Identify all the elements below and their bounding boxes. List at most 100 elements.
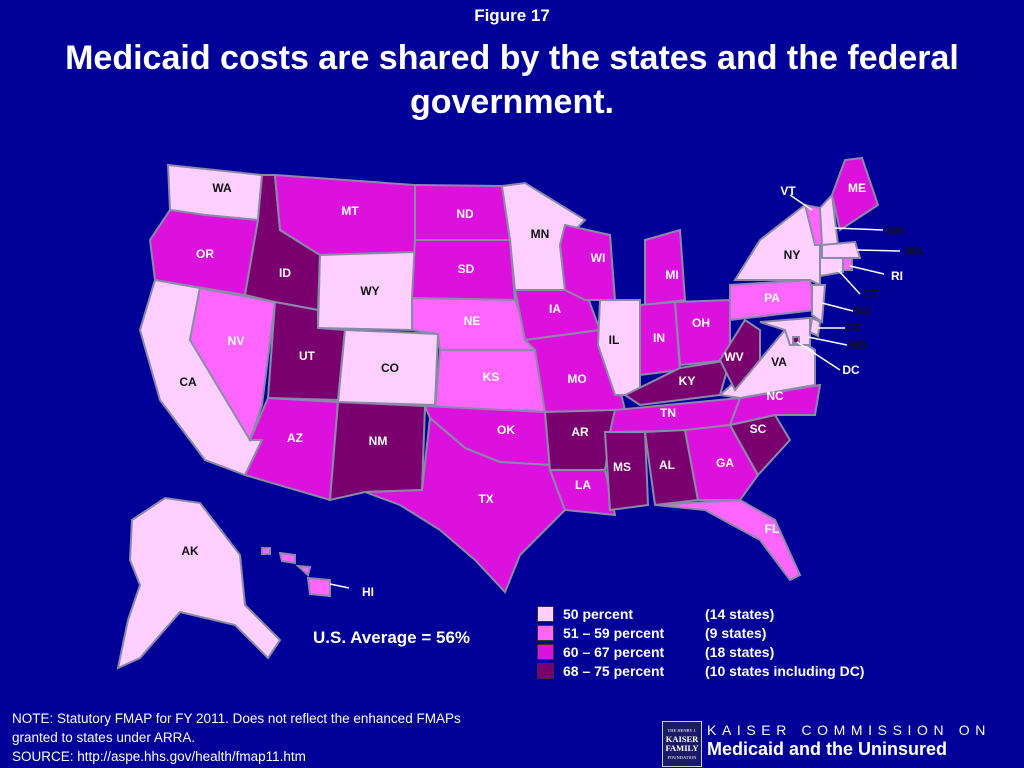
legend-swatch-68-75 — [537, 662, 554, 679]
label-wy: WY — [360, 284, 379, 298]
figure-label: Figure 17 — [474, 6, 550, 25]
state-ak — [116, 496, 282, 670]
label-nj: NJ — [854, 304, 869, 318]
label-ut: UT — [299, 349, 316, 363]
label-nc: NC — [766, 389, 784, 403]
legend-range: 68 – 75 percent — [563, 662, 665, 679]
label-wa: WA — [212, 181, 232, 195]
us-average: U.S. Average = 56% — [313, 628, 471, 647]
label-il: IL — [609, 333, 620, 347]
legend-item-51-59: 51 – 59 percent (9 states) — [537, 623, 864, 642]
label-ar: AR — [571, 425, 589, 439]
label-ct: CT — [863, 287, 880, 301]
note-line-1: NOTE: Statutory FMAP for FY 2011. Does n… — [12, 711, 461, 726]
label-hi: HI — [362, 585, 374, 599]
legend-count: (10 states including DC) — [705, 662, 865, 679]
kcmu-title-top: KAISER COMMISSION ON — [707, 722, 991, 738]
label-ia: IA — [549, 302, 561, 316]
leader-lines — [329, 194, 901, 589]
label-tx: TX — [478, 492, 493, 506]
label-tn: TN — [660, 406, 676, 420]
kff-logo: THE HENRY J. KAISER FAMILY FOUNDATION — [662, 721, 702, 767]
state-ar — [543, 408, 617, 471]
label-mo: MO — [567, 372, 586, 386]
label-ky: KY — [679, 374, 696, 388]
legend-range: 51 – 59 percent — [563, 624, 665, 641]
label-ks: KS — [483, 370, 500, 384]
state-oh — [673, 298, 731, 367]
page-title: Medicaid costs are shared by the states … — [65, 39, 959, 121]
state-tx — [364, 416, 567, 594]
label-dc: DC — [842, 363, 860, 377]
label-nh: NH — [886, 224, 903, 238]
state-me — [830, 156, 880, 232]
label-nd: ND — [456, 207, 474, 221]
state-ma — [821, 240, 862, 259]
state-wv — [718, 318, 761, 392]
label-la: LA — [575, 478, 591, 492]
state-ms — [603, 431, 650, 512]
state-nj — [811, 284, 827, 324]
label-ny: NY — [784, 248, 801, 262]
logo-line-2a: KAISER — [665, 734, 699, 744]
label-ne: NE — [464, 314, 481, 328]
legend-swatch-60-67 — [537, 643, 554, 660]
note-line-2: granted to states under ARRA. — [12, 730, 196, 745]
label-in: IN — [653, 331, 665, 345]
state-la — [548, 469, 617, 517]
state-de — [808, 316, 822, 338]
label-ga: GA — [716, 456, 734, 470]
label-id: ID — [279, 266, 291, 280]
label-or: OR — [196, 247, 214, 261]
legend: 50 percent (14 states) 51 – 59 percent (… — [537, 604, 864, 680]
state-nm — [328, 400, 427, 502]
label-az: AZ — [287, 431, 303, 445]
state-fl — [654, 498, 802, 582]
state-ri — [842, 257, 853, 271]
label-de: DE — [846, 321, 863, 335]
label-vt: VT — [780, 184, 796, 198]
label-nv: NV — [228, 334, 245, 348]
logo-line-3: FOUNDATION — [667, 755, 697, 760]
legend-count: (9 states) — [705, 624, 767, 641]
legend-swatch-51-59 — [537, 624, 554, 641]
label-ca: CA — [179, 375, 197, 389]
legend-item-60-67: 60 – 67 percent (18 states) — [537, 642, 864, 661]
label-ri: RI — [891, 269, 903, 283]
kcmu-title-bottom: Medicaid and the Uninsured — [707, 739, 948, 759]
label-pa: PA — [764, 291, 780, 305]
legend-item-68-75: 68 – 75 percent (10 states including DC) — [537, 661, 864, 680]
logo-line-2b: FAMILY — [665, 743, 699, 753]
legend-count: (18 states) — [705, 643, 775, 660]
state-hi — [261, 547, 331, 598]
label-ms: MS — [613, 460, 631, 474]
source-note: NOTE: Statutory FMAP for FY 2011. Does n… — [12, 709, 461, 766]
legend-count: (14 states) — [705, 605, 775, 622]
state-ct — [819, 257, 844, 278]
label-co: CO — [381, 361, 399, 375]
label-mi: MI — [665, 268, 678, 282]
legend-range: 60 – 67 percent — [563, 643, 665, 660]
legend-range: 50 percent — [563, 605, 634, 622]
label-wi: WI — [591, 251, 606, 265]
label-oh: OH — [692, 316, 710, 330]
legend-item-50: 50 percent (14 states) — [537, 604, 864, 623]
label-va: VA — [771, 355, 787, 369]
state-wi — [558, 223, 617, 301]
logo-line-1: THE HENRY J. — [667, 728, 697, 733]
label-md: MD — [849, 338, 868, 352]
label-nm: NM — [369, 434, 388, 448]
label-sd: SD — [458, 262, 475, 276]
label-wv: WV — [724, 350, 743, 364]
state-mi — [644, 228, 687, 307]
label-ak: AK — [181, 544, 199, 558]
state-ky — [622, 358, 732, 407]
label-al: AL — [659, 458, 675, 472]
note-line-3: SOURCE: http://aspe.hhs.gov/health/fmap1… — [12, 749, 306, 764]
label-mn: MN — [531, 227, 550, 241]
label-fl: FL — [765, 522, 780, 536]
label-ok: OK — [497, 423, 515, 437]
label-sc: SC — [750, 422, 767, 436]
label-mt: MT — [341, 204, 359, 218]
